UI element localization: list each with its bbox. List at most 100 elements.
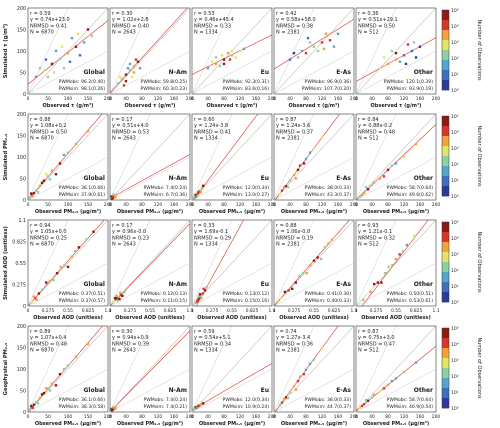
two-to-one-line [274, 326, 315, 412]
x-tick-label: 80 [139, 202, 145, 208]
y-tick-label: 0 [23, 410, 26, 416]
x-tick-label: 0.275 [288, 308, 301, 314]
colorbar-segment [442, 146, 449, 157]
one-to-one-line [28, 326, 108, 412]
x-tick-label: 40 [369, 202, 375, 208]
x-tick-label: 0.825 [410, 308, 423, 314]
data-point [302, 372, 306, 376]
two-to-one-line [192, 114, 233, 200]
stat-line: r = 0.30 [112, 329, 133, 335]
one-to-two-line [274, 156, 354, 200]
x-tick-label: 40 [123, 202, 129, 208]
one-to-one-line [192, 220, 272, 306]
data-point [42, 69, 46, 72]
data-point [192, 197, 196, 200]
row-ylabel: Simulated PM₂.₅ [3, 134, 9, 181]
pwm-obs-label: PWMobs: 92.3(0.31) [223, 79, 270, 85]
data-point [34, 189, 38, 192]
x-tick-label: 0 [27, 414, 30, 420]
stat-line: r = 0.53 [194, 11, 215, 17]
data-points [278, 136, 324, 195]
stat-line: y = 0.58x+58.0 [276, 17, 316, 23]
data-point [66, 51, 70, 55]
data-point [194, 406, 197, 409]
data-point [115, 294, 118, 298]
x-axis-label: Observed PM₂.₅ (μg/m³) [363, 209, 429, 215]
data-point [278, 403, 282, 407]
data-point [50, 169, 54, 172]
fit-line [28, 220, 105, 306]
x-tick-label: 40 [369, 414, 375, 420]
stat-line: N = 2381 [276, 30, 300, 36]
data-point [280, 401, 284, 404]
colorbar-tick-label: 10¹ [451, 284, 459, 290]
stat-line: r = 0.17 [112, 117, 133, 123]
x-axis-label: Observed AOD (unitless) [33, 315, 103, 321]
two-to-one-line [28, 8, 69, 94]
x-tick-label: 1.1 [351, 308, 358, 314]
stat-line: N = 2643 [112, 136, 136, 142]
data-point [414, 56, 418, 59]
stat-line: y = 0.96x-0.0 [112, 229, 146, 235]
stat-line: r = 0.30 [112, 11, 133, 17]
data-point [48, 279, 52, 283]
data-point [292, 51, 296, 55]
data-point [84, 238, 88, 241]
data-point [402, 250, 405, 253]
fit-line [110, 8, 188, 93]
data-point [48, 389, 52, 392]
data-point [284, 396, 288, 399]
colorbar-tick-label: 10⁰ [451, 88, 459, 94]
x-tick-label: 160 [334, 414, 343, 420]
stat-line: N = 6870 [30, 136, 54, 142]
one-to-one-line [192, 114, 272, 200]
colorbar-frame [441, 115, 450, 197]
stat-line: r = 0.59 [30, 11, 51, 17]
x-tick-label: 100 [64, 414, 73, 420]
data-point [205, 286, 208, 289]
colorbar-tick-label: 10⁰ [451, 194, 459, 200]
stat-line: NRMSD = 0.37 [276, 129, 313, 135]
data-points [112, 290, 126, 304]
data-point [30, 192, 33, 195]
one-to-two-line [28, 368, 108, 412]
data-point [294, 177, 298, 180]
stat-line: NRMSD = 0.33 [194, 23, 231, 29]
data-point [362, 403, 366, 406]
data-point [196, 194, 199, 197]
region-label: Eu [261, 281, 269, 288]
x-tick-label: 200 [186, 414, 195, 420]
two-to-one-line [110, 8, 151, 94]
y-tick-label: 150 [17, 27, 26, 33]
stat-line: y = 1.07x+0.4 [30, 335, 67, 341]
stat-line: NRMSD = 0.50 [358, 23, 395, 29]
pwm-sim-label: PWMsim: 43.3(0.37) [305, 192, 352, 198]
two-to-one-line [356, 114, 397, 200]
x-tick-label: 160 [334, 202, 343, 208]
data-point [70, 36, 74, 40]
data-point [300, 49, 304, 53]
data-point [122, 84, 126, 87]
data-point [110, 409, 114, 412]
colorbar-tick-label: 10⁰ [451, 406, 459, 412]
x-axis-label: Observed τ (g/m³) [207, 103, 258, 109]
x-tick-label: 0 [109, 414, 112, 420]
colorbar-segment [442, 126, 449, 137]
x-axis-label: Observed τ (g/m³) [125, 103, 176, 109]
fit-line [356, 124, 436, 200]
x-tick-label: 1.1 [269, 308, 276, 314]
data-point [30, 300, 33, 304]
data-point [328, 39, 332, 42]
data-point [366, 399, 370, 403]
x-axis-label: Observed PM₂.₅ (μg/m³) [281, 421, 347, 427]
data-point [302, 162, 306, 165]
data-point [112, 406, 115, 409]
x-tick-label: 0 [355, 202, 358, 208]
x-tick-label: 200 [432, 96, 441, 102]
pwm-obs-label: PWMobs: 36.1(0.66) [59, 185, 106, 191]
data-point [114, 195, 117, 199]
stat-line: NRMSD = 0.53 [112, 129, 149, 135]
data-point [320, 347, 324, 350]
data-point [34, 296, 37, 300]
